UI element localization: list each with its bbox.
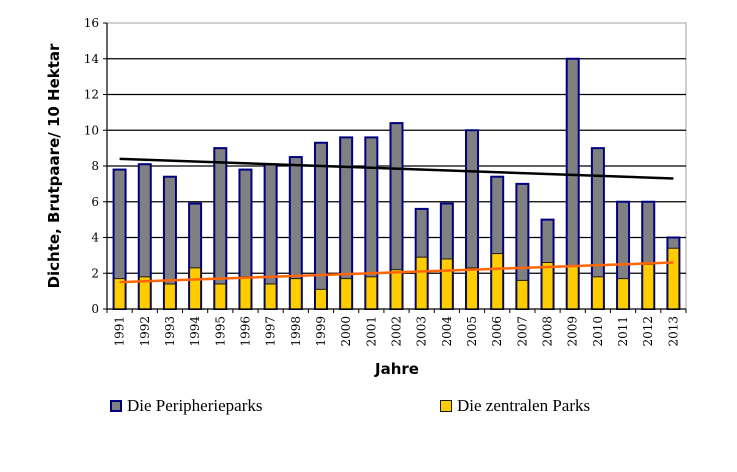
y-tick-label: 10 [84,123,99,137]
legend-item-zentrale-parks: Die zentralen Parks [440,396,590,416]
x-tick-label: 2007 [515,316,529,347]
legend-swatch-zentrale-parks [440,400,452,412]
y-tick-label: 0 [91,302,99,316]
x-tick-label: 1993 [163,316,177,347]
bar-zentrale-parks [163,283,176,310]
x-tick-label: 1999 [314,316,328,347]
x-tick-label: 1994 [188,316,202,347]
y-tick-label: 14 [84,52,100,66]
bar-zentrale-parks [591,276,604,310]
x-tick-label: 1998 [289,316,303,347]
x-tick-label: 2000 [339,316,353,347]
bar-zentrale-parks [667,247,680,310]
bar-zentrale-parks [289,278,302,310]
bar-zentrale-parks [440,258,453,310]
bar-zentrale-parks [566,265,579,310]
bar-zentrale-parks [214,283,227,310]
bar-zentrale-parks [491,253,504,310]
bar-zentrale-parks [541,262,554,310]
bar-zentrale-parks [365,276,378,310]
bar-zentrale-parks [189,267,202,310]
x-tick-label: 2003 [415,316,429,347]
bar-zentrale-parks [617,278,630,310]
x-axis-title: Jahre [374,360,419,378]
trendline-zentrale-parks [119,261,674,284]
x-tick-label: 2009 [566,316,580,347]
bar-zentrale-parks [415,256,428,310]
y-axis-title: Dichte, Brutpaare/ 10 Hektar [45,43,63,288]
x-tick-label: 2013 [666,316,680,347]
bar-peripherieparks [313,141,328,310]
x-tick-label: 1992 [138,316,152,347]
axes [103,22,687,313]
x-tick-label: 1997 [264,316,278,347]
y-tick-label: 2 [91,266,99,280]
x-tick-label: 2001 [364,316,378,347]
bar-zentrale-parks [390,269,403,310]
bar-zentrale-parks [340,278,353,310]
x-tick-label: 1995 [213,316,227,347]
bar-zentrale-parks [516,279,529,310]
x-tick-label: 1991 [113,316,127,347]
x-tick-label: 2006 [490,316,504,347]
x-tick-label: 2010 [591,316,605,347]
legend-swatch-peripherieparks [110,400,122,412]
trendline-peripherieparks [119,157,674,180]
x-tick-label: 2004 [440,316,454,347]
x-tick-label: 2012 [641,316,655,347]
y-tick-labels: 0 2 4 6 8 10 12 14 16 [84,16,100,316]
y-tick-label: 12 [84,88,99,102]
legend-label-zentrale-parks: Die zentralen Parks [457,396,591,415]
y-tick-label: 6 [91,195,99,209]
x-tick-label: 2011 [616,316,630,347]
x-tick-label: 2002 [390,316,404,347]
x-tick-label: 2008 [541,316,555,347]
bar-zentrale-parks [314,288,327,310]
y-tick-label: 8 [91,159,99,173]
x-tick-labels: 1991 1992 1993 1994 1995 1996 1997 1998 1999 2000… [113,316,681,347]
y-tick-label: 16 [84,16,99,30]
bar-zentrale-parks [642,263,655,310]
trendlines [119,157,674,284]
bar-zentrale-parks [466,267,479,310]
legend-item-peripherieparks: Die Peripherieparks [110,396,262,416]
bars [112,57,681,311]
bar-zentrale-parks [239,276,252,310]
legend-label-peripherieparks: Die Peripherieparks [127,396,263,415]
x-tick-label: 2005 [465,316,479,347]
bar-zentrale-parks [264,283,277,310]
x-tick-label: 1996 [238,316,252,347]
y-tick-label: 4 [91,231,99,245]
